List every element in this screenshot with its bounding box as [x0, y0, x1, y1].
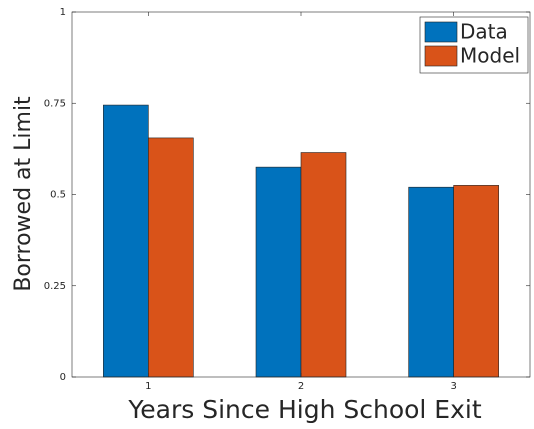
y-tick-label: 0.25	[44, 281, 66, 292]
y-axis-label: Borrowed at Limit	[11, 96, 36, 292]
x-tick-label: 2	[298, 381, 304, 392]
y-tick-label: 1	[60, 7, 66, 18]
bar	[103, 104, 149, 378]
x-axis-label: Years Since High School Exit	[127, 395, 482, 424]
bar	[148, 137, 194, 378]
bar	[300, 152, 347, 378]
y-tick-label: 0	[60, 372, 66, 383]
bar	[408, 186, 454, 378]
x-tick-label: 3	[450, 381, 456, 392]
y-tick-label: 0.5	[50, 190, 66, 201]
legend-label: Data	[460, 20, 508, 44]
y-tick-label: 0.75	[44, 98, 66, 109]
bar	[255, 166, 302, 378]
bar	[453, 185, 499, 378]
legend-swatch	[424, 45, 458, 67]
legend-swatch	[424, 21, 458, 43]
x-tick-label: 1	[145, 381, 151, 392]
legend-label: Model	[460, 44, 520, 68]
